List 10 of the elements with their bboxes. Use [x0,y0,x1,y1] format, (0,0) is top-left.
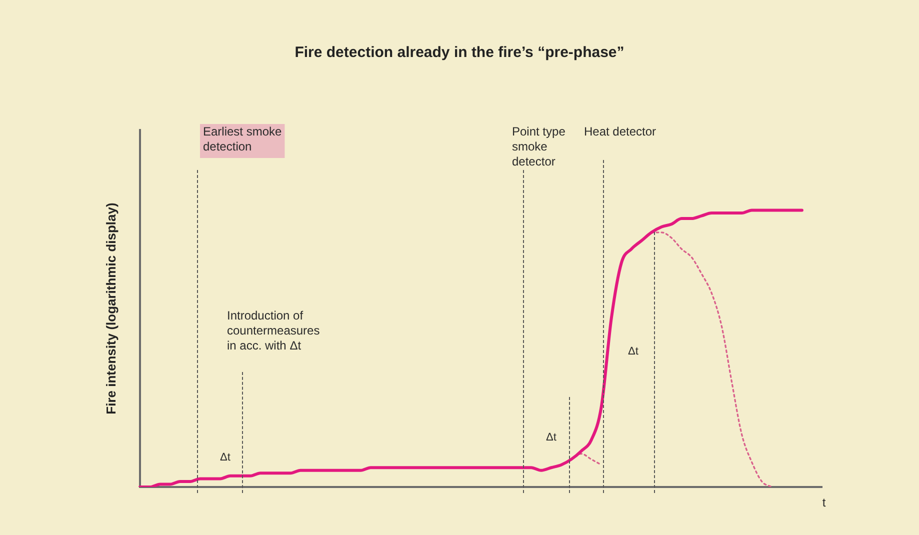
chart-title: Fire detection already in the fire’s “pre-phase” [294,44,626,61]
annotation: Δt [546,432,556,444]
y-axis-title: Fire intensity (logarithmic display) [103,202,118,414]
text: Point type smoke detector [512,124,566,168]
text: Heat detector [584,124,656,138]
annotation: Δt [628,346,638,358]
x-axis-title: t [822,495,826,510]
text: Earliest smoke detection [203,124,282,154]
annotation: Δt [220,452,230,464]
annotation: Introduction of countermeasures in acc. with Δt [227,308,320,352]
